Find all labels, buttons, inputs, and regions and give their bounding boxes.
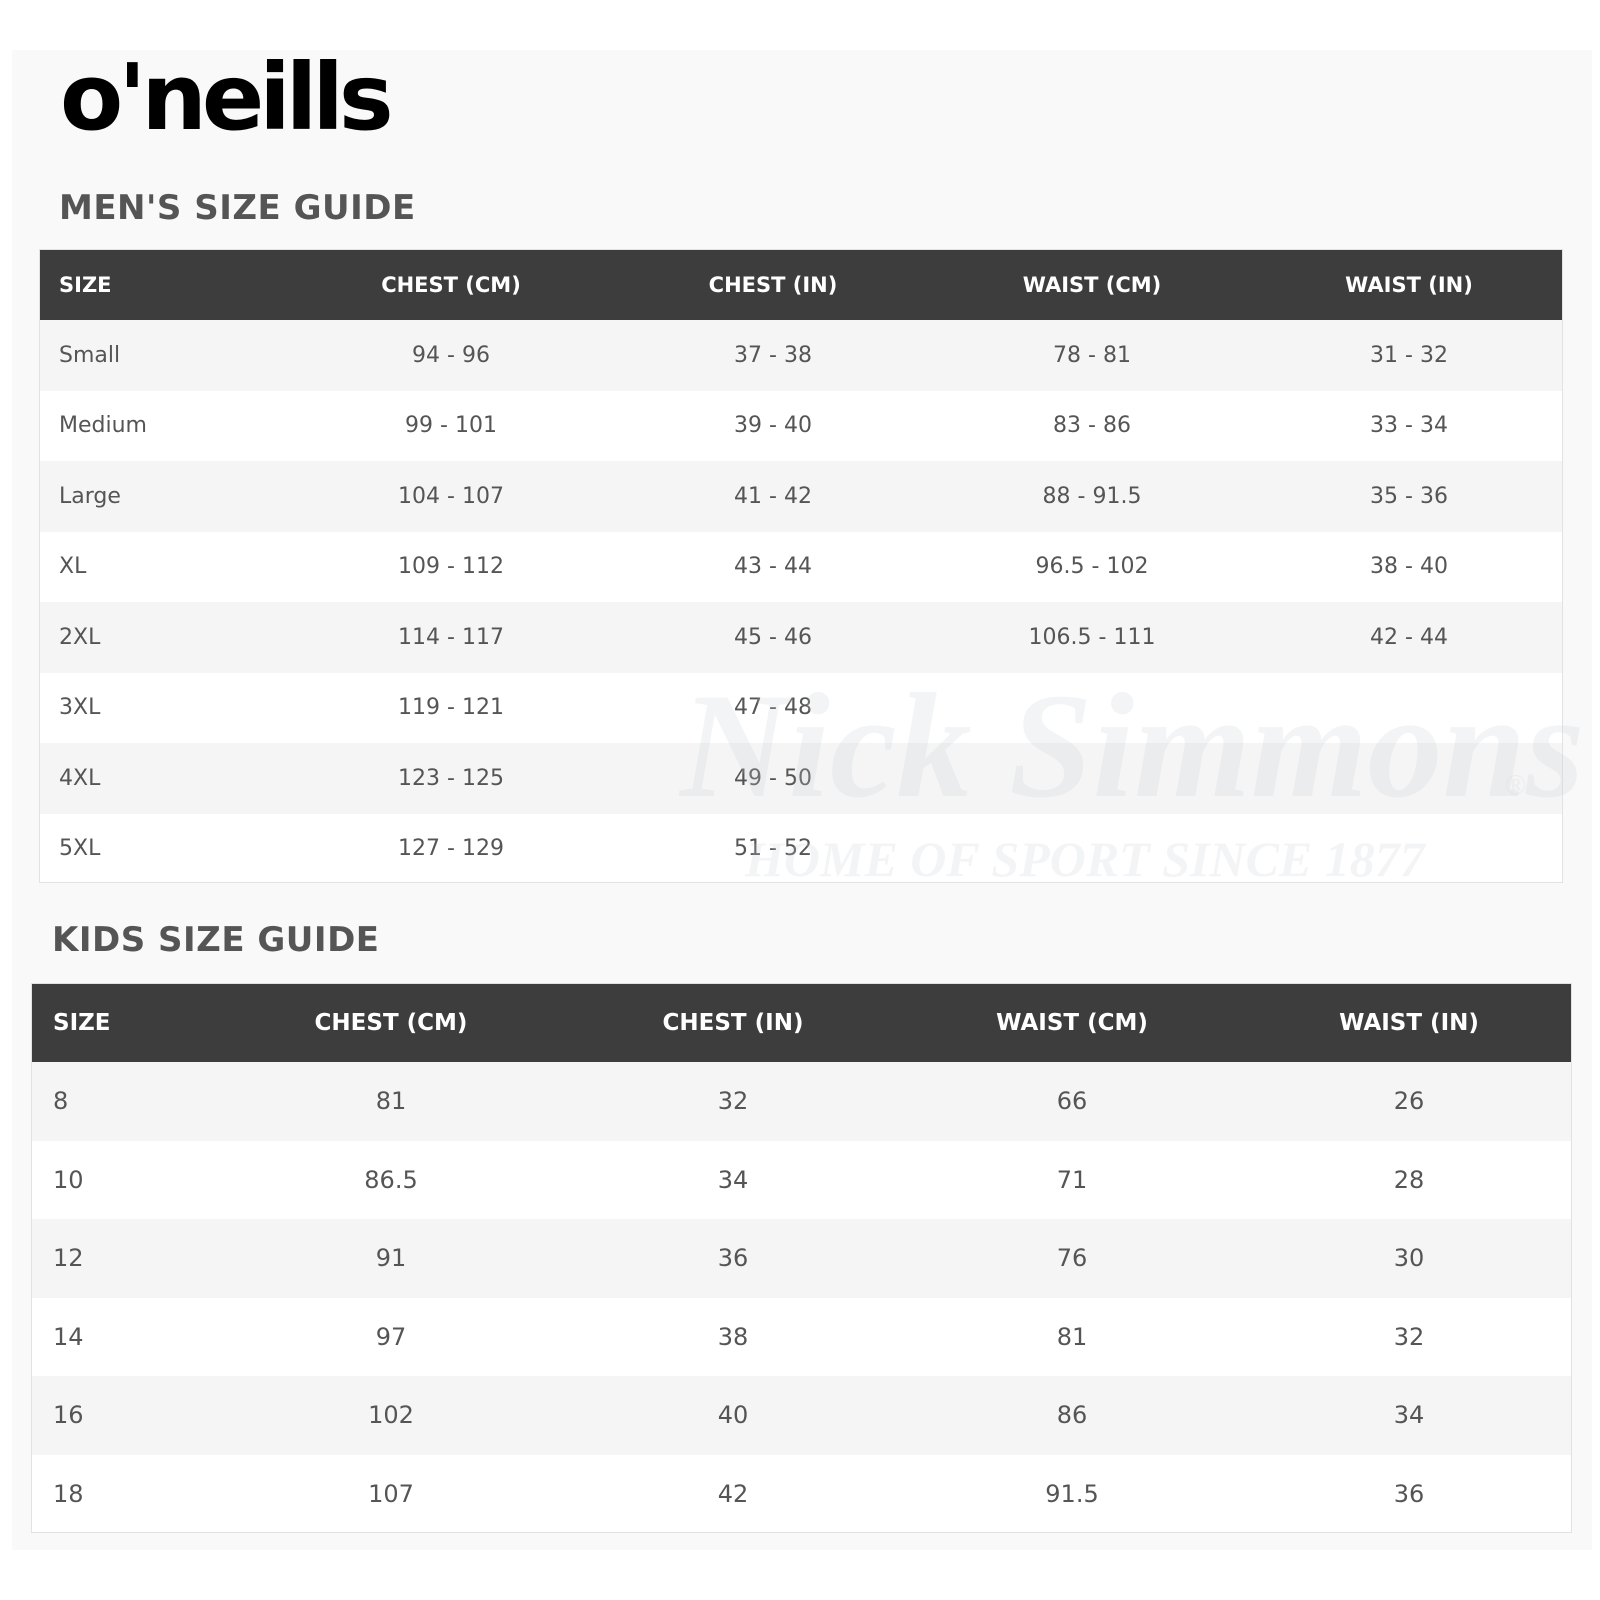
table-cell: 94 - 96: [412, 342, 490, 368]
table-cell: 12: [53, 1244, 84, 1273]
table-cell: 123 - 125: [398, 765, 504, 791]
table-cell: 51 - 52: [734, 836, 812, 862]
column-header: WAIST (IN): [1345, 273, 1473, 297]
table-cell: 32: [1393, 1322, 1425, 1351]
table-cell: 35 - 36: [1370, 483, 1448, 509]
table-cell: 39 - 40: [734, 413, 812, 439]
table-cell: 43 - 44: [734, 554, 812, 580]
column-header: CHEST (CM): [314, 1010, 468, 1036]
table-cell: 99 - 101: [405, 413, 497, 439]
table-cell: 71: [1056, 1165, 1088, 1194]
table-cell: 10: [53, 1165, 84, 1194]
table-cell: 4XL: [59, 765, 101, 791]
table-cell: XL: [59, 554, 87, 580]
table-cell: 42 - 44: [1370, 624, 1448, 650]
table-cell: 102: [368, 1401, 414, 1430]
table-cell: 34: [1393, 1401, 1425, 1430]
table-row: XL 109 - 112 43 - 44 96.5 - 102 38 - 40: [40, 532, 1562, 603]
column-header: WAIST (CM): [996, 1010, 1148, 1036]
table-cell: 38: [717, 1322, 749, 1351]
table-cell: 33 - 34: [1370, 413, 1448, 439]
table-row: 5XL 127 - 129 51 - 52: [40, 814, 1562, 885]
table-cell: 45 - 46: [734, 624, 812, 650]
table-row: Small 94 - 96 37 - 38 78 - 81 31 - 32: [40, 320, 1562, 391]
table-row: 8 81 32 66 26: [32, 1062, 1571, 1141]
table-cell: 2XL: [59, 624, 101, 650]
table-cell: 26: [1393, 1087, 1425, 1116]
column-header: SIZE: [59, 273, 112, 297]
table-cell: 42: [717, 1479, 749, 1508]
table-cell: 49 - 50: [734, 765, 812, 791]
table-row: 16 102 40 86 34: [32, 1376, 1571, 1455]
table-cell: 106.5 - 111: [1028, 624, 1156, 650]
table-header: SIZE CHEST (CM) CHEST (IN) WAIST (CM) WAIST …: [32, 984, 1571, 1062]
table-cell: 5XL: [59, 836, 101, 862]
table-cell: 96.5 - 102: [1035, 554, 1149, 580]
table-cell: 119 - 121: [398, 695, 504, 721]
table-header: SIZE CHEST (CM) CHEST (IN) WAIST (CM) WAIST …: [40, 250, 1562, 320]
column-header: WAIST (CM): [1022, 273, 1162, 297]
kids-size-table: SIZE CHEST (CM) CHEST (IN) WAIST (CM) WAIST …: [31, 983, 1572, 1533]
table-cell: 30: [1393, 1244, 1425, 1273]
table-cell: 83 - 86: [1053, 413, 1131, 439]
table-cell: 97: [375, 1322, 407, 1351]
table-row: 14 97 38 81 32: [32, 1298, 1571, 1377]
table-row: 2XL 114 - 117 45 - 46 106.5 - 111 42 - 44: [40, 602, 1562, 673]
table-cell: Large: [59, 483, 121, 509]
table-cell: 31 - 32: [1370, 342, 1448, 368]
table-cell: 78 - 81: [1053, 342, 1131, 368]
table-cell: 18: [53, 1479, 84, 1508]
table-cell: 41 - 42: [734, 483, 812, 509]
table-cell: 109 - 112: [398, 554, 504, 580]
table-cell: 40: [717, 1401, 749, 1430]
table-row: 10 86.5 34 71 28: [32, 1141, 1571, 1220]
table-row: 18 107 42 91.5 36: [32, 1455, 1571, 1534]
table-cell: 81: [375, 1087, 407, 1116]
column-header: SIZE: [53, 1010, 111, 1036]
table-cell: 38 - 40: [1370, 554, 1448, 580]
table-cell: Medium: [59, 413, 147, 439]
table-cell: Small: [59, 342, 121, 368]
table-cell: 14: [53, 1322, 84, 1351]
table-cell: 34: [717, 1165, 749, 1194]
table-cell: 8: [53, 1087, 69, 1116]
mens-size-guide-title: MEN'S SIZE GUIDE: [59, 188, 416, 228]
kids-size-guide-title: KIDS SIZE GUIDE: [52, 920, 380, 960]
table-cell: 36: [1393, 1479, 1425, 1508]
column-header: CHEST (IN): [708, 273, 838, 297]
table-cell: 91: [375, 1244, 407, 1273]
table-row: Large 104 - 107 41 - 42 88 - 91.5 35 - 36: [40, 461, 1562, 532]
table-cell: 114 - 117: [398, 624, 504, 650]
column-header: CHEST (IN): [662, 1010, 804, 1036]
mens-size-table: SIZE CHEST (CM) CHEST (IN) WAIST (CM) WAIST …: [39, 249, 1563, 883]
table-row: Medium 99 - 101 39 - 40 83 - 86 33 - 34: [40, 391, 1562, 462]
table-row: 12 91 36 76 30: [32, 1219, 1571, 1298]
table-cell: 32: [717, 1087, 749, 1116]
table-cell: 127 - 129: [398, 836, 504, 862]
column-header: WAIST (IN): [1339, 1010, 1479, 1036]
table-row: 3XL 119 - 121 47 - 48: [40, 673, 1562, 744]
table-cell: 66: [1056, 1087, 1088, 1116]
table-cell: 28: [1393, 1165, 1425, 1194]
table-cell: 3XL: [59, 695, 101, 721]
table-cell: 91.5: [1045, 1479, 1099, 1508]
table-cell: 36: [717, 1244, 749, 1273]
table-cell: 47 - 48: [734, 695, 812, 721]
table-cell: 16: [53, 1401, 84, 1430]
table-cell: 86.5: [364, 1165, 418, 1194]
table-cell: 76: [1056, 1244, 1088, 1273]
oneills-logo: o'neills: [60, 44, 394, 151]
table-row: 4XL 123 - 125 49 - 50: [40, 743, 1562, 814]
table-cell: 86: [1056, 1401, 1088, 1430]
table-cell: 107: [368, 1479, 414, 1508]
table-cell: 81: [1056, 1322, 1088, 1351]
table-cell: 37 - 38: [734, 342, 812, 368]
column-header: CHEST (CM): [381, 273, 521, 297]
table-cell: 88 - 91.5: [1042, 483, 1142, 509]
table-cell: 104 - 107: [398, 483, 504, 509]
